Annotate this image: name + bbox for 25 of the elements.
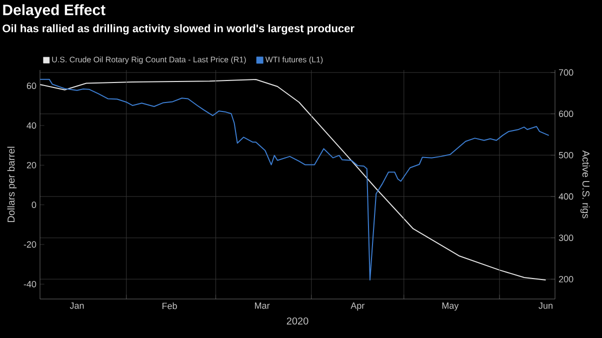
legend-label: WTI futures (L1) xyxy=(265,56,323,64)
y-tick-label: 60 xyxy=(26,82,36,90)
y2-tick-label: 700 xyxy=(558,69,574,76)
y2-tick-label: 300 xyxy=(558,234,574,242)
x-axis-title: 2020 xyxy=(286,317,308,325)
y-tick-label: -20 xyxy=(24,241,36,248)
chart-title: Delayed Effect xyxy=(3,4,106,18)
y-tick-label: 40 xyxy=(26,122,36,129)
x-tick-label: Feb xyxy=(162,302,177,310)
y2-tick-label: 600 xyxy=(558,110,574,118)
y2-tick-label: 200 xyxy=(558,276,574,282)
chart-subtitle: Oil has rallied as drilling activity slowed in world's largest producer xyxy=(2,24,354,35)
x-tick-label: Jan xyxy=(70,302,84,309)
y2-tick-label: 400 xyxy=(558,193,574,200)
x-tick-label: May xyxy=(442,302,459,311)
x-tick-label: Apr xyxy=(350,302,364,311)
y-tick-label: 20 xyxy=(26,162,36,168)
y-tick-label: -40 xyxy=(24,280,36,288)
x-tick-label: Mar xyxy=(255,302,270,309)
x-tick-label: Jun xyxy=(538,302,552,309)
y2-axis-title: Active U.S. rigs xyxy=(580,150,590,218)
y2-tick-label: 500 xyxy=(558,152,574,158)
legend-label: U.S. Crude Oil Rotary Rig Count Data - Last Price (R1) xyxy=(52,56,246,64)
y-axis-title: Dollars per barrel xyxy=(7,146,17,222)
y-tick-label: 0 xyxy=(32,202,36,208)
